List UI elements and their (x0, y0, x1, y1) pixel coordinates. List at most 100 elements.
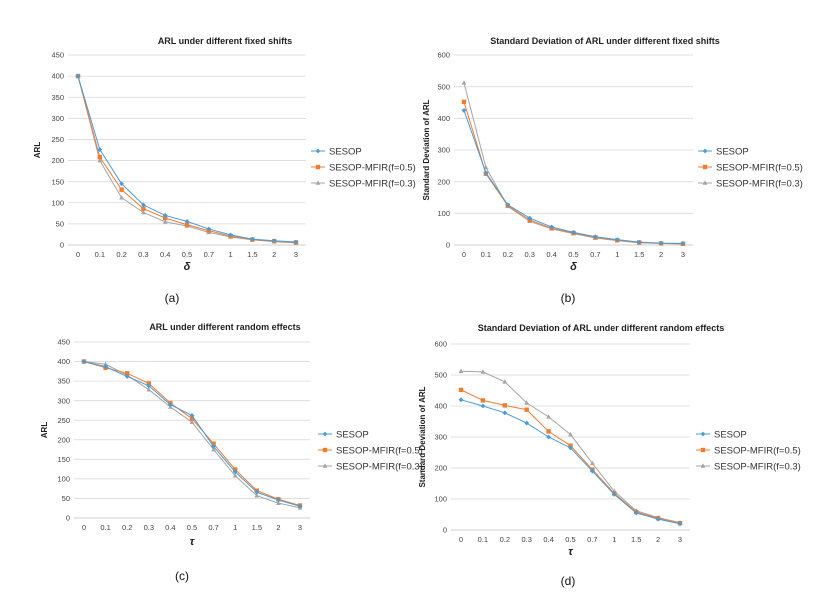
data-point (124, 374, 130, 379)
series-line-sesop (463, 110, 684, 244)
y-tick-label: 100 (434, 495, 447, 504)
legend-label: SESOP (716, 147, 749, 158)
y-tick-label: 400 (437, 114, 450, 123)
x-tick-label: 0.7 (208, 523, 218, 532)
legend-label: SESOP-MFIR(f=0.5) (336, 446, 423, 457)
data-point (168, 402, 173, 407)
data-point (75, 73, 81, 79)
x-tick-label: 0.5 (565, 535, 575, 544)
y-tick-label: 150 (51, 177, 64, 186)
data-point (184, 222, 190, 227)
y-tick-label: 50 (62, 494, 70, 503)
legend-marker (315, 164, 321, 170)
x-tick-label: 0 (76, 250, 80, 259)
data-point (125, 371, 130, 376)
data-point (162, 213, 168, 218)
data-point (189, 413, 195, 418)
x-tick-label: 0.2 (500, 535, 510, 544)
data-point (206, 226, 212, 232)
y-tick-label: 100 (51, 198, 64, 207)
x-tick-label: 0 (462, 250, 466, 259)
chart-panel-d: Standard Deviation of ARL under differen… (418, 323, 801, 588)
data-point (141, 202, 146, 208)
x-tick-label: 3 (298, 523, 302, 532)
y-tick-label: 350 (57, 377, 70, 386)
chart-panel-a: ARL under different fixed shifts 0 50 100 15… (33, 36, 416, 305)
legend-marker (315, 180, 321, 185)
data-point (458, 397, 464, 403)
data-point (211, 446, 216, 452)
data-point (502, 410, 508, 416)
data-point (527, 215, 533, 221)
y-tick-label: 0 (446, 241, 450, 250)
y-tick-label: 50 (56, 219, 64, 228)
y-tick-label: 200 (51, 156, 64, 165)
legend-marker (700, 447, 706, 453)
data-point (590, 468, 595, 474)
x-tick-label: 0.1 (95, 250, 105, 259)
x-axis-label: τ (568, 546, 573, 558)
legend-marker (315, 148, 321, 154)
data-point (254, 489, 260, 495)
data-point (458, 368, 464, 374)
x-tick-label: 0.3 (138, 250, 148, 259)
y-tick-label: 0 (443, 526, 447, 535)
series-line-sesop-mfir-f-0-3- (83, 361, 301, 509)
data-point (655, 516, 661, 522)
data-point (189, 419, 195, 424)
data-point (297, 503, 303, 509)
series-line-sesop-mfir-f-0-5- (83, 361, 301, 506)
y-tick-label: 350 (51, 93, 64, 102)
chart-title: Standard Deviation of ARL under differen… (478, 323, 725, 333)
x-tick-label: 0.1 (481, 250, 491, 259)
x-tick-label: 1.5 (631, 535, 641, 544)
x-tick-label: 0 (82, 523, 86, 532)
data-point (505, 202, 511, 208)
legend-label: SESOP (336, 430, 369, 441)
x-tick-label: 0.4 (160, 250, 170, 259)
data-point (211, 444, 216, 449)
data-point (461, 108, 467, 113)
x-tick-label: 2 (656, 535, 660, 544)
data-point (211, 441, 216, 446)
x-tick-label: 0.2 (503, 250, 513, 259)
legend-marker (702, 164, 708, 170)
data-point (254, 493, 260, 498)
x-tick-label: 1.5 (252, 523, 262, 532)
data-point (97, 154, 102, 160)
data-point (293, 239, 299, 245)
data-point (119, 181, 124, 187)
legend-label: SESOP-MFIR(f=0.5) (716, 163, 803, 174)
x-tick-label: 1 (612, 535, 616, 544)
x-tick-label: 0.1 (100, 523, 110, 532)
figure-caption: (d) (561, 574, 576, 588)
series-line-sesop (77, 75, 297, 243)
y-tick-label: 250 (57, 416, 70, 425)
x-tick-label: 0.7 (587, 535, 597, 544)
y-tick-label: 600 (434, 340, 447, 349)
legend-marker (702, 148, 708, 154)
figure-caption: (a) (165, 291, 180, 305)
y-tick-label: 300 (437, 146, 450, 155)
data-point (458, 387, 464, 393)
y-tick-label: 250 (51, 135, 64, 144)
legend-label: SESOP-MFIR(f=0.3) (714, 462, 801, 473)
x-tick-label: 0.4 (165, 523, 175, 532)
x-tick-label: 2 (272, 250, 276, 259)
x-tick-label: 0.3 (524, 250, 534, 259)
chart-title: Standard Deviation of ARL under differen… (490, 36, 720, 46)
data-point (461, 99, 467, 105)
y-tick-label: 0 (66, 514, 70, 523)
data-point (483, 170, 489, 176)
data-point (480, 403, 486, 409)
y-tick-label: 300 (57, 396, 70, 405)
y-tick-label: 100 (437, 209, 450, 218)
data-point (119, 195, 124, 200)
x-tick-label: 0.2 (122, 523, 132, 532)
x-tick-label: 0.5 (187, 523, 197, 532)
data-point (103, 364, 108, 370)
y-tick-label: 500 (437, 82, 450, 91)
data-point (524, 420, 530, 426)
x-tick-label: 0.3 (144, 523, 154, 532)
